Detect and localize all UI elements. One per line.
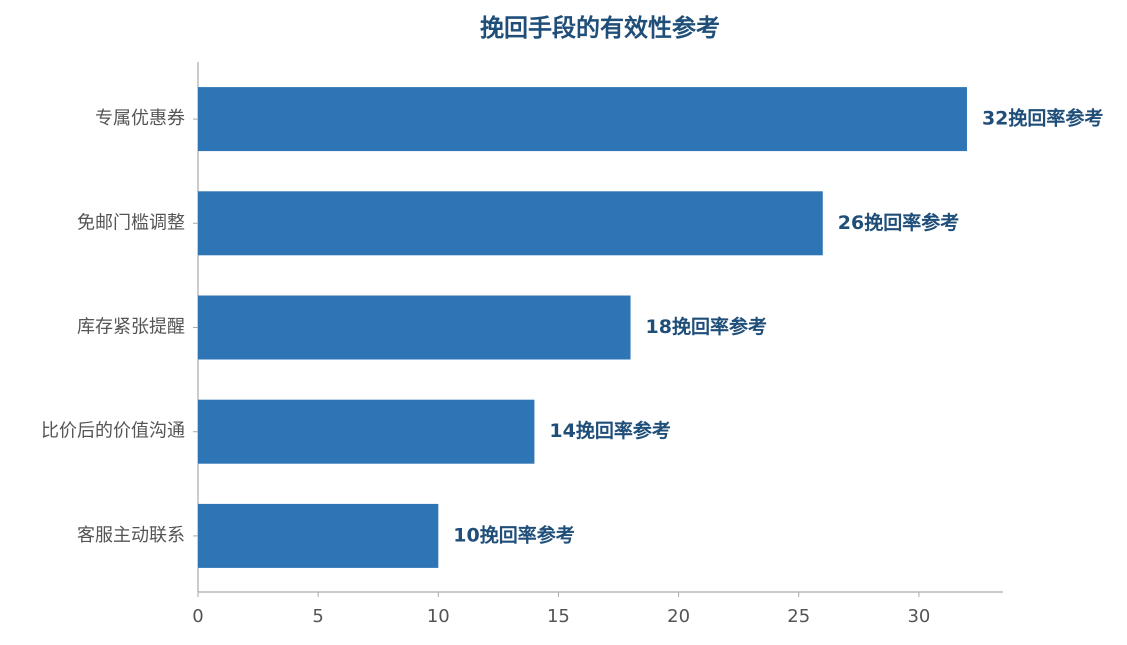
value-label: 32挽回率参考 bbox=[982, 107, 1103, 130]
bar bbox=[198, 503, 439, 568]
value-label: 10挽回率参考 bbox=[453, 523, 574, 546]
bar bbox=[198, 191, 823, 256]
y-tick-label: 客服主动联系 bbox=[77, 525, 185, 546]
x-tick-label: 0 bbox=[192, 606, 203, 627]
bar bbox=[198, 295, 631, 360]
x-tick-label: 25 bbox=[787, 606, 810, 627]
x-tick-label: 20 bbox=[667, 606, 690, 627]
x-tick-label: 30 bbox=[907, 606, 930, 627]
value-label: 14挽回率参考 bbox=[549, 419, 670, 442]
y-tick-label: 专属优惠券 bbox=[95, 108, 185, 129]
value-label: 18挽回率参考 bbox=[646, 315, 767, 338]
x-tick-label: 15 bbox=[547, 606, 570, 627]
x-tick-label: 10 bbox=[427, 606, 450, 627]
x-tick-label: 5 bbox=[312, 606, 323, 627]
y-tick-label: 库存紧张提醒 bbox=[77, 317, 185, 338]
bar bbox=[198, 87, 967, 152]
chart-title: 挽回手段的有效性参考 bbox=[480, 14, 720, 42]
y-tick-label: 比价后的价值沟通 bbox=[41, 421, 185, 442]
y-tick-label: 免邮门槛调整 bbox=[77, 212, 185, 233]
value-label: 26挽回率参考 bbox=[838, 211, 959, 234]
bar bbox=[198, 399, 535, 464]
